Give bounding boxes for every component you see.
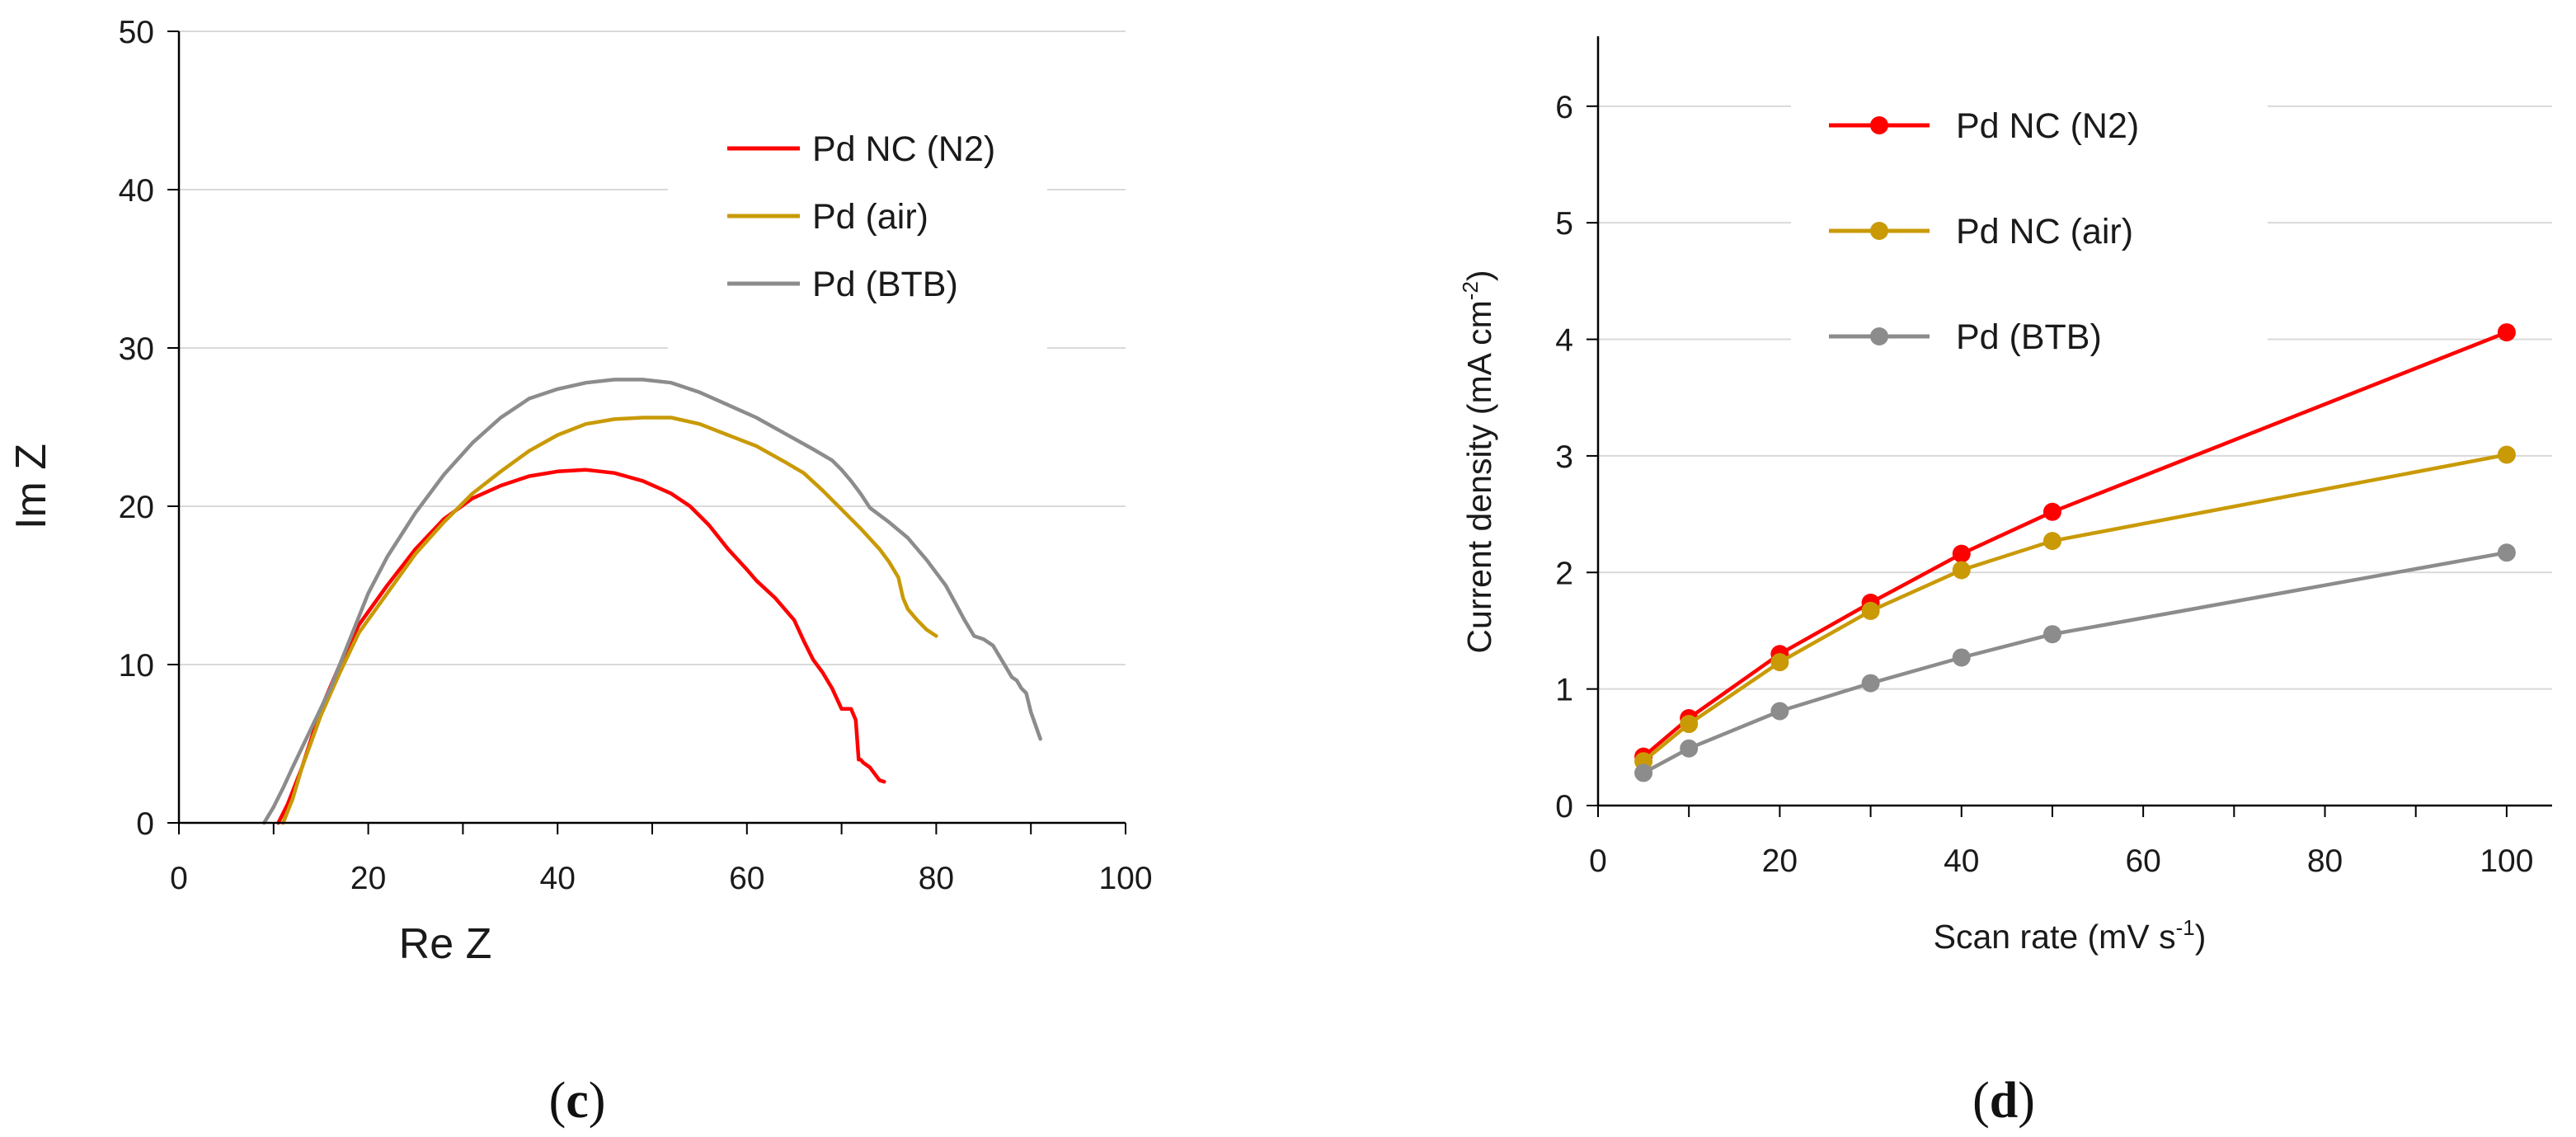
- c-legend: Pd NC (N2) Pd (air) Pd (BTB): [727, 129, 995, 304]
- d-series-3-point: [1680, 739, 1699, 758]
- d-legend-label-2: Pd NC (air): [1956, 212, 2133, 251]
- d-series-2-point: [1680, 715, 1699, 734]
- c-tick-labels: 0 10 20 30 40 50 0 20 40 60 80 100: [119, 15, 1153, 896]
- c-y-axis-label: Im Z: [7, 444, 55, 529]
- d-legend-label-3: Pd (BTB): [1956, 317, 2102, 357]
- d-series-3-point: [2497, 543, 2516, 562]
- d-y-tick-label: 2: [1555, 556, 1573, 591]
- c-series-line-3: [262, 378, 1042, 825]
- d-panel-label: (d): [1972, 1073, 2035, 1129]
- d-panel-letter: d: [1990, 1073, 2018, 1129]
- d-y-tick-label: 1: [1555, 673, 1573, 708]
- d-series-2-point: [1770, 653, 1789, 672]
- c-x-tick-label: 80: [919, 861, 954, 896]
- c-legend-label-1: Pd NC (N2): [812, 129, 995, 169]
- c-x-tick-label: 60: [729, 861, 764, 896]
- d-y-tick-label: 3: [1555, 439, 1573, 475]
- d-x-tick-label: 100: [2480, 843, 2533, 879]
- c-x-axis-label: Re Z: [399, 920, 492, 968]
- d-series-3-point: [1952, 648, 1971, 667]
- d-y-tick-label: 5: [1555, 206, 1573, 242]
- c-x-tick-label: 40: [540, 861, 576, 896]
- d-y-tick-label: 0: [1555, 789, 1573, 825]
- d-x-axis-label: Scan rate (mV s-1): [1934, 915, 2207, 956]
- d-series-2-point: [2042, 532, 2061, 551]
- d-legend: Pd NC (N2) Pd NC (air) Pd (BTB): [1829, 106, 2139, 357]
- d-x-tick-label: 80: [2307, 843, 2343, 879]
- c-series-line-2: [281, 416, 938, 825]
- c-panel-letter: c: [566, 1073, 589, 1129]
- d-series-line-1: [1642, 331, 2508, 759]
- c-legend-label-2: Pd (air): [812, 197, 928, 237]
- d-x-axis-label-close: ): [2195, 918, 2207, 956]
- c-y-tick-label: 0: [136, 806, 154, 842]
- d-legend-label-1: Pd NC (N2): [1956, 106, 2139, 146]
- d-legend-backdrop: [1791, 91, 2268, 355]
- d-panel-close: ): [2018, 1073, 2035, 1129]
- d-x-axis-label-sup: -1: [2176, 915, 2195, 940]
- c-y-tick-label: 40: [119, 173, 154, 209]
- chart-c-nyquist: Pd NC (N2) Pd (air) Pd (BTB) 0 10 20 30 40 50 0 2…: [7, 15, 1153, 1129]
- c-legend-label-3: Pd (BTB): [812, 265, 958, 304]
- d-series-1-point: [2042, 502, 2061, 521]
- d-series-3-point: [1770, 702, 1789, 721]
- c-x-tick-label: 20: [350, 861, 386, 896]
- d-y-tick-label: 6: [1555, 90, 1573, 125]
- d-y-axis-label: Current density (mA cm-2): [1458, 270, 1498, 653]
- d-series-3-point: [1634, 763, 1653, 782]
- d-series-1-point: [2497, 323, 2516, 342]
- d-y-axis-label-close: ): [1460, 270, 1498, 281]
- d-x-tick-label: 0: [1589, 843, 1607, 879]
- d-x-axis-label-main: Scan rate (mV s: [1934, 918, 2176, 956]
- c-series-line-1: [276, 467, 886, 825]
- c-panel-open: (: [549, 1073, 566, 1129]
- d-y-axis-label-sup: -2: [1458, 281, 1483, 300]
- c-x-tick-label: 100: [1098, 861, 1152, 896]
- d-x-tick-label: 60: [2125, 843, 2160, 879]
- d-series-2-point: [2497, 445, 2516, 464]
- d-y-tick-label: 4: [1555, 323, 1573, 359]
- c-panel-label: (c): [549, 1073, 606, 1129]
- d-x-tick-label: 20: [1762, 843, 1798, 879]
- c-y-tick-label: 30: [119, 331, 154, 367]
- d-series-group: [1634, 323, 2516, 782]
- c-y-tick-label: 10: [119, 648, 154, 684]
- d-legend-marker-1: [1870, 116, 1888, 134]
- c-series-group: [262, 378, 1042, 825]
- d-series-3-point: [1861, 674, 1880, 693]
- d-legend-marker-2: [1870, 222, 1888, 240]
- c-legend-backdrop: [668, 115, 1047, 355]
- d-x-tick-label: 40: [1944, 843, 1979, 879]
- d-series-2-point: [1861, 601, 1880, 620]
- c-panel-close: ): [589, 1073, 606, 1129]
- c-axes: [167, 31, 1126, 834]
- d-y-axis-label-main: Current density (mA cm: [1460, 300, 1498, 653]
- c-x-tick-label: 0: [170, 861, 188, 896]
- d-axes: [1586, 36, 2552, 817]
- c-y-tick-label: 50: [119, 15, 154, 50]
- c-y-tick-label: 20: [119, 490, 154, 525]
- d-panel-open: (: [1972, 1073, 1990, 1129]
- d-series-1-point: [1952, 544, 1971, 563]
- d-series-2-point: [1952, 561, 1971, 580]
- d-legend-marker-3: [1870, 327, 1888, 345]
- d-series-3-point: [2042, 625, 2061, 644]
